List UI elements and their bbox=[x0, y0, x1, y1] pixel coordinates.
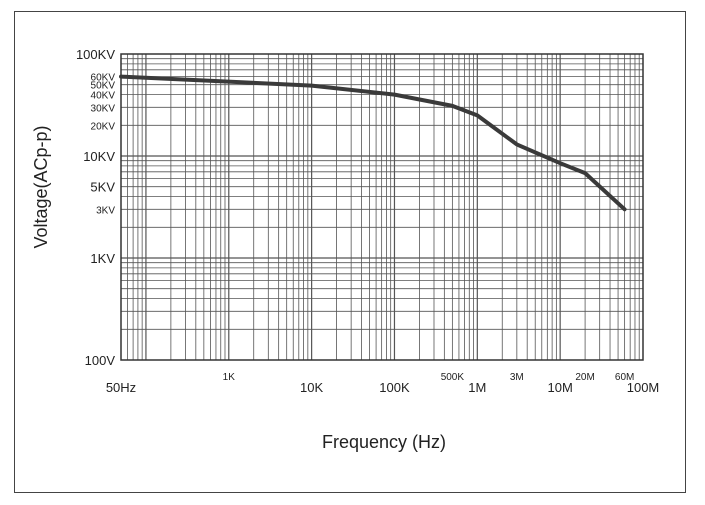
chart-frame: 50Hz 1K 10K 100K 500K 1M 3M 10M 20M 60M 100M 100KV… bbox=[14, 11, 686, 493]
y-tick-label: 60KV bbox=[91, 73, 116, 84]
x-tick-label: 60M bbox=[615, 372, 634, 383]
x-tick-label: 100M bbox=[627, 380, 660, 395]
y-tick-label: 100V bbox=[85, 353, 116, 368]
x-tick-label: 100K bbox=[379, 380, 410, 395]
y-tick-label: 3KV bbox=[96, 205, 115, 216]
y-axis-title: Voltage(ACp-p) bbox=[31, 125, 51, 248]
y-tick-label: 30KV bbox=[91, 103, 116, 114]
y-tick-label: 40KV bbox=[91, 91, 116, 102]
y-tick-label: 100KV bbox=[76, 47, 115, 62]
grid bbox=[121, 54, 643, 360]
x-tick-label: 1K bbox=[223, 372, 236, 383]
y-tick-label: 10KV bbox=[83, 149, 115, 164]
x-tick-label: 10M bbox=[548, 380, 573, 395]
x-tick-label: 50Hz bbox=[106, 380, 136, 395]
plot-border bbox=[120, 53, 644, 361]
y-tick-label: 20KV bbox=[91, 121, 116, 132]
y-tick-label: 50KV bbox=[91, 81, 116, 92]
x-tick-label: 10K bbox=[300, 380, 323, 395]
x-tick-label: 500K bbox=[441, 372, 465, 383]
x-axis-title: Frequency (Hz) bbox=[322, 432, 446, 452]
series-line-voltage bbox=[119, 74, 627, 212]
x-tick-label: 20M bbox=[575, 372, 594, 383]
y-tick-label: 1KV bbox=[90, 251, 115, 266]
x-tick-label: 1M bbox=[468, 380, 486, 395]
y-tick-label: 5KV bbox=[90, 180, 115, 195]
x-tick-label: 3M bbox=[510, 372, 524, 383]
